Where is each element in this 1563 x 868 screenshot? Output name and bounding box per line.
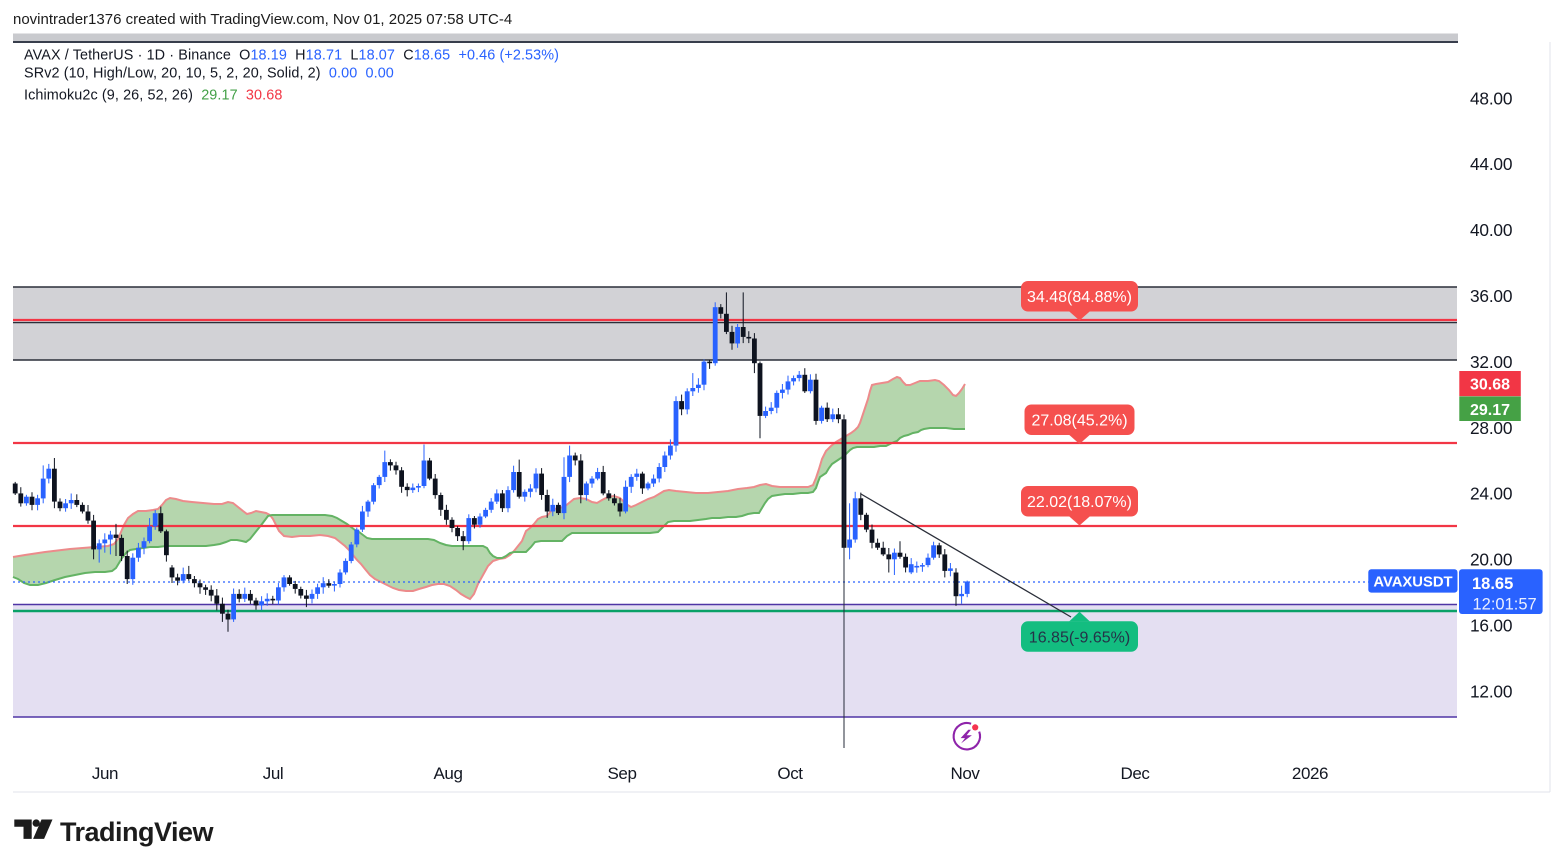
- svg-text:SRv2 (10, High/Low, 20, 10, 5,: SRv2 (10, High/Low, 20, 10, 5, 2, 20, So…: [24, 66, 394, 82]
- svg-text:22.02(18.07%): 22.02(18.07%): [1027, 494, 1132, 511]
- svg-text:32.00: 32.00: [1470, 352, 1512, 372]
- svg-text:TradingView: TradingView: [60, 817, 215, 847]
- svg-text:16.00: 16.00: [1470, 616, 1512, 636]
- svg-text:16.85(-9.65%): 16.85(-9.65%): [1029, 629, 1130, 646]
- svg-text:Dec: Dec: [1120, 764, 1150, 783]
- svg-text:Aug: Aug: [433, 764, 462, 783]
- svg-text:Jul: Jul: [263, 764, 284, 783]
- svg-text:30.68: 30.68: [1470, 377, 1510, 394]
- svg-text:40.00: 40.00: [1470, 220, 1512, 240]
- svg-text:novintrader1376 created with T: novintrader1376 created with TradingView…: [13, 11, 512, 28]
- svg-text:24.00: 24.00: [1470, 484, 1512, 504]
- svg-text:Ichimoku2c (9, 26, 52, 26) 29: Ichimoku2c (9, 26, 52, 26) 29.17 30.68: [24, 88, 282, 104]
- svg-text:12.00: 12.00: [1470, 681, 1512, 701]
- svg-text:44.00: 44.00: [1470, 154, 1512, 174]
- svg-text:36.00: 36.00: [1470, 286, 1512, 306]
- svg-text:28.00: 28.00: [1470, 418, 1512, 438]
- svg-text:Nov: Nov: [950, 764, 980, 783]
- svg-text:Jun: Jun: [92, 764, 118, 783]
- svg-text:AVAX / TetherUS · 1D · Binance: AVAX / TetherUS · 1D · Binance O18.19 H1…: [24, 48, 559, 64]
- svg-text:12:01:57: 12:01:57: [1473, 596, 1537, 614]
- svg-text:2026: 2026: [1292, 764, 1328, 783]
- svg-text:29.17: 29.17: [1470, 402, 1510, 419]
- svg-text:18.65: 18.65: [1472, 575, 1513, 593]
- svg-text:34.48(84.88%): 34.48(84.88%): [1027, 289, 1132, 306]
- svg-text:Oct: Oct: [777, 764, 803, 783]
- svg-text:27.08(45.2%): 27.08(45.2%): [1031, 413, 1127, 430]
- svg-text:48.00: 48.00: [1470, 88, 1512, 108]
- svg-text:AVAXUSDT: AVAXUSDT: [1373, 575, 1452, 591]
- svg-text:20.00: 20.00: [1470, 550, 1512, 570]
- svg-text:Sep: Sep: [607, 764, 636, 783]
